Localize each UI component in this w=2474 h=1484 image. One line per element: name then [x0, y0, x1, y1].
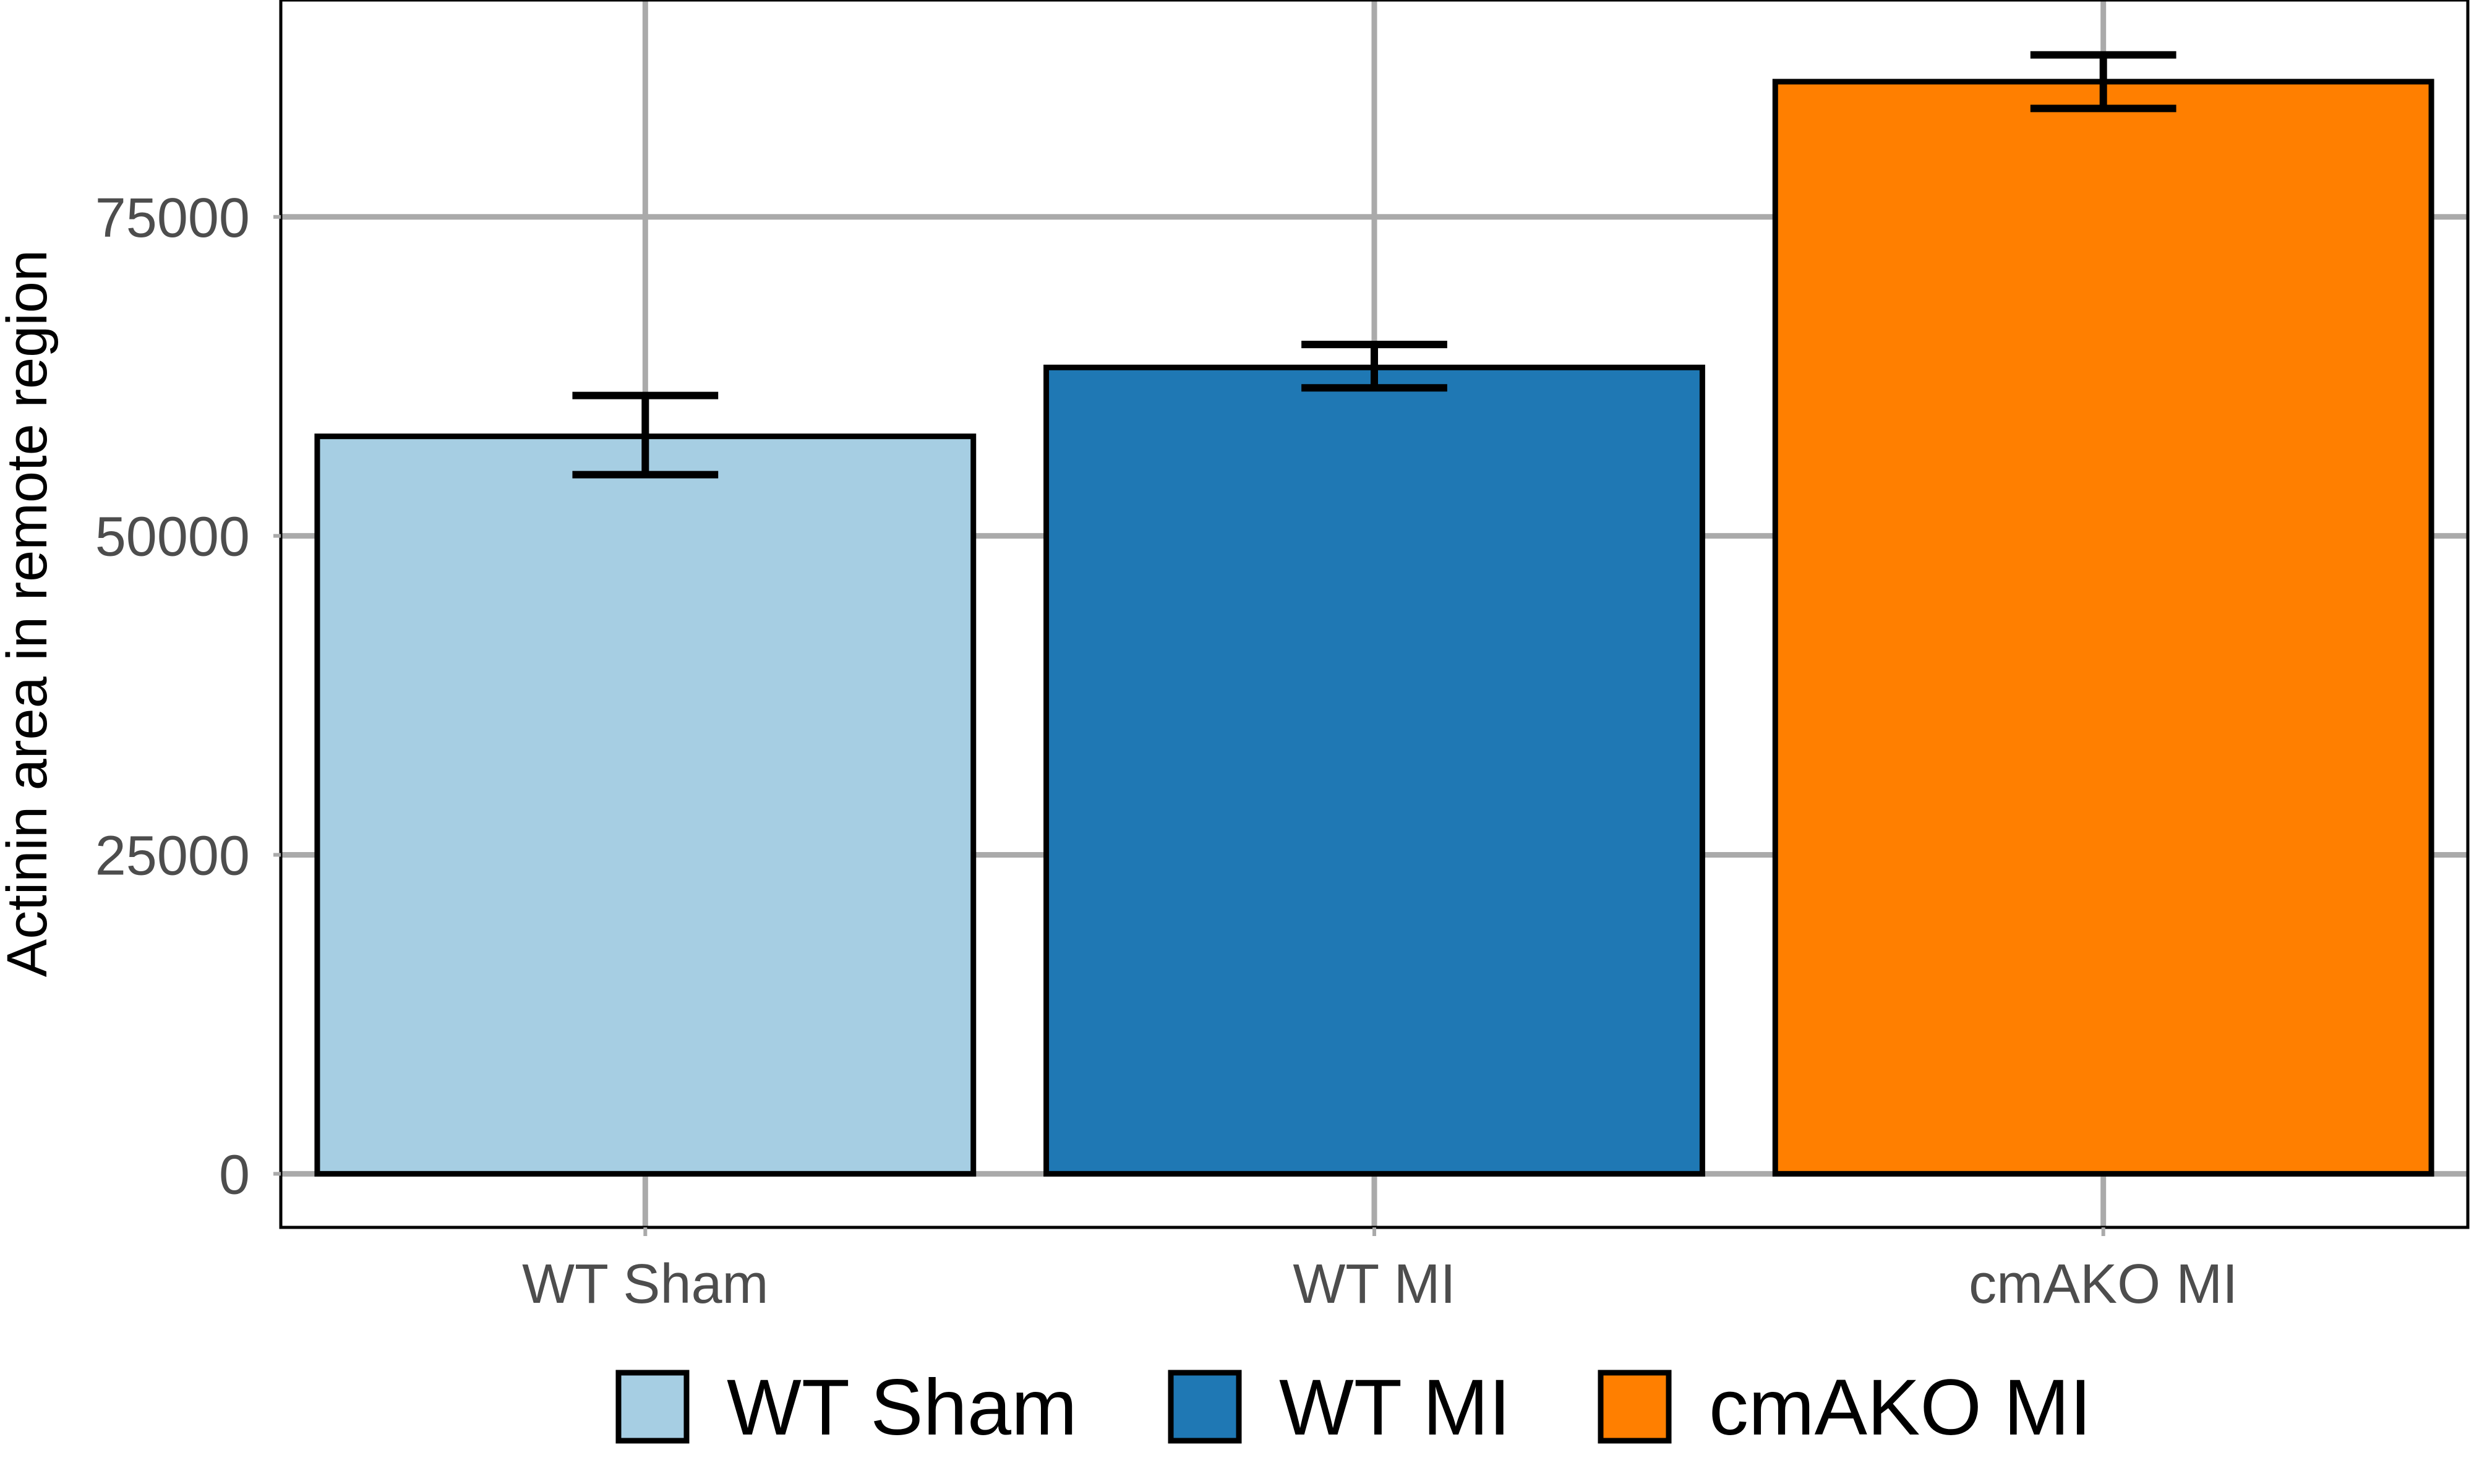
legend-item: cmAKO MI	[1598, 1363, 2092, 1452]
bar-cmako-mi	[1772, 79, 2434, 1177]
legend-key	[1598, 1370, 1672, 1444]
error-bar	[1301, 341, 1447, 392]
y-axis-title: Actinin area in remote region	[0, 250, 59, 977]
y-tick-label: 50000	[95, 506, 250, 568]
bar-wt-mi	[1043, 364, 1705, 1177]
y-tick-label: 25000	[95, 825, 250, 887]
error-bar	[2030, 51, 2177, 113]
error-bar	[572, 391, 719, 479]
legend-item: WT MI	[1168, 1363, 1510, 1452]
legend-item: WT Sham	[615, 1363, 1077, 1452]
legend-label: cmAKO MI	[1709, 1363, 2092, 1452]
legend-key	[615, 1370, 690, 1444]
legend: WT Sham WT MI cmAKO MI	[615, 1363, 2092, 1452]
bar-wt-sham	[314, 433, 977, 1177]
x-tick-label: WT MI	[1293, 1253, 1455, 1315]
legend-label: WT MI	[1279, 1363, 1510, 1452]
y-tick-label: 0	[219, 1144, 250, 1206]
x-tick-label: WT Sham	[522, 1253, 768, 1315]
legend-label: WT Sham	[727, 1363, 1077, 1452]
bar-layer	[314, 79, 2434, 1177]
x-tick-label: cmAKO MI	[1969, 1253, 2238, 1315]
x-axis-ticks: WT Sham WT MI cmAKO MI	[522, 1227, 2238, 1315]
legend-key	[1168, 1370, 1242, 1444]
y-tick-label: 75000	[95, 187, 250, 249]
y-axis-ticks: 0 25000 50000 75000	[95, 187, 281, 1206]
error-bar-layer	[572, 51, 2177, 479]
